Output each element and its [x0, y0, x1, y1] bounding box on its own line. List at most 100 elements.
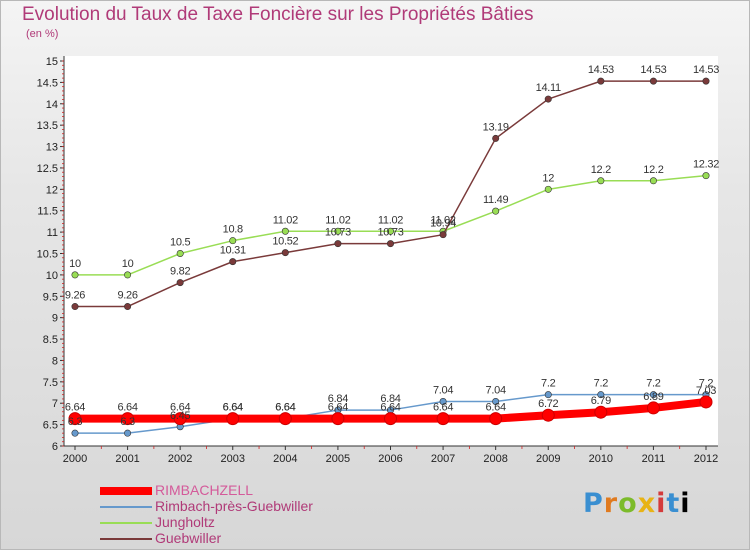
legend-swatch — [100, 522, 152, 524]
data-label: 10.5 — [170, 237, 190, 249]
data-label: 7.04 — [486, 385, 506, 397]
y-tick-label: 11.5 — [37, 206, 58, 218]
data-point — [492, 398, 500, 406]
data-label: 10.73 — [325, 227, 351, 239]
x-tick-label: 2003 — [221, 453, 245, 465]
x-tick-label: 2008 — [483, 453, 507, 465]
data-point — [702, 172, 710, 180]
data-label: 7.04 — [433, 385, 453, 397]
logo-letter: i — [656, 488, 667, 519]
data-label: 6.64 — [380, 402, 400, 414]
unit-label: (en %) — [26, 28, 59, 40]
y-tick-label: 11 — [47, 227, 58, 239]
data-point — [649, 77, 657, 85]
data-label: 7.2 — [594, 378, 609, 390]
data-label: 6.64 — [433, 402, 453, 414]
data-point — [597, 177, 605, 185]
x-tick-label: 2005 — [326, 453, 350, 465]
data-point — [541, 408, 555, 422]
logo-letter: o — [618, 488, 638, 519]
data-point — [173, 412, 187, 426]
data-label: 12.2 — [591, 164, 611, 176]
data-point — [71, 271, 79, 279]
x-tick-label: 2011 — [642, 453, 666, 465]
x-tick-label: 2000 — [63, 453, 87, 465]
y-tick-label: 6 — [52, 441, 58, 453]
data-point — [492, 134, 500, 142]
logo-letter: P — [583, 488, 604, 519]
data-point — [702, 77, 710, 85]
data-point — [439, 231, 447, 239]
data-label: 6.84 — [328, 393, 348, 405]
data-point — [281, 227, 289, 235]
data-label: 6.84 — [380, 393, 400, 405]
data-label: 6.64 — [275, 402, 295, 414]
data-label: 10.31 — [220, 245, 246, 257]
data-label: 9.82 — [170, 266, 190, 278]
x-tick-label: 2002 — [168, 453, 192, 465]
y-tick-label: 13 — [46, 142, 58, 154]
legend-item-jungholtz: Jungholtz — [100, 514, 400, 531]
logo-letter: t — [666, 488, 681, 519]
data-point — [544, 185, 552, 193]
data-point — [176, 250, 184, 258]
data-point — [436, 412, 450, 426]
data-label: 9.26 — [65, 290, 85, 302]
x-tick-label: 2004 — [273, 453, 297, 465]
data-point — [71, 303, 79, 311]
logo-letter: i — [680, 488, 691, 519]
y-tick-label: 6.5 — [43, 420, 58, 432]
data-label: 14.11 — [536, 82, 561, 94]
y-tick-label: 12.5 — [37, 163, 58, 175]
data-point — [124, 271, 132, 279]
data-label: 6.3 — [120, 416, 135, 428]
y-tick-label: 13.5 — [37, 120, 58, 132]
data-label: 10 — [122, 258, 134, 270]
data-point — [384, 412, 397, 426]
data-label: 13.19 — [483, 121, 509, 133]
data-label: 12 — [542, 172, 554, 184]
data-point — [489, 412, 503, 426]
data-label: 6.64 — [223, 402, 243, 414]
data-label: 6.3 — [68, 416, 83, 428]
data-point — [544, 391, 552, 399]
y-tick-label: 9.5 — [43, 291, 58, 303]
data-label: 7.2 — [699, 378, 714, 390]
data-label: 10.8 — [223, 224, 243, 236]
logo-letter: r — [603, 488, 619, 519]
data-label: 10 — [69, 258, 81, 270]
y-tick-label: 7 — [52, 398, 58, 410]
legend-item-guebwiller: Guebwiller — [100, 530, 400, 547]
x-tick-label: 2009 — [536, 453, 560, 465]
data-point — [649, 177, 657, 185]
chart-title: Evolution du Taux de Taxe Foncière sur l… — [22, 4, 534, 25]
data-label: 6.64 — [328, 402, 348, 414]
data-point — [334, 227, 342, 235]
data-label: 11.02 — [430, 214, 455, 226]
legend-item-rimbachzell: RIMBACHZELL — [100, 482, 400, 499]
legend-label: Rimbach-près-Guebwiller — [155, 498, 313, 514]
data-label: 14.53 — [588, 64, 614, 76]
data-label: 6.64 — [117, 402, 137, 414]
logo-letter: x — [637, 488, 657, 519]
data-point — [71, 429, 79, 437]
data-label: 12.32 — [693, 159, 719, 171]
x-tick-label: 2010 — [589, 453, 613, 465]
data-point — [124, 303, 132, 311]
data-label: 14.53 — [693, 64, 719, 76]
y-tick-label: 8 — [52, 355, 58, 367]
legend-swatch — [100, 487, 152, 495]
data-label: 11.49 — [483, 194, 508, 206]
data-label: 9.26 — [117, 290, 137, 302]
data-label: 6.64 — [486, 402, 506, 414]
data-point — [439, 398, 447, 406]
y-tick-label: 10 — [46, 270, 58, 282]
data-label: 6.64 — [65, 402, 85, 414]
data-point — [597, 391, 605, 399]
data-point — [544, 95, 552, 103]
data-label: 7.03 — [696, 385, 716, 397]
data-label: 11.02 — [273, 214, 298, 226]
data-point — [386, 240, 394, 248]
data-label: 11.02 — [378, 214, 403, 226]
data-point — [226, 412, 240, 426]
